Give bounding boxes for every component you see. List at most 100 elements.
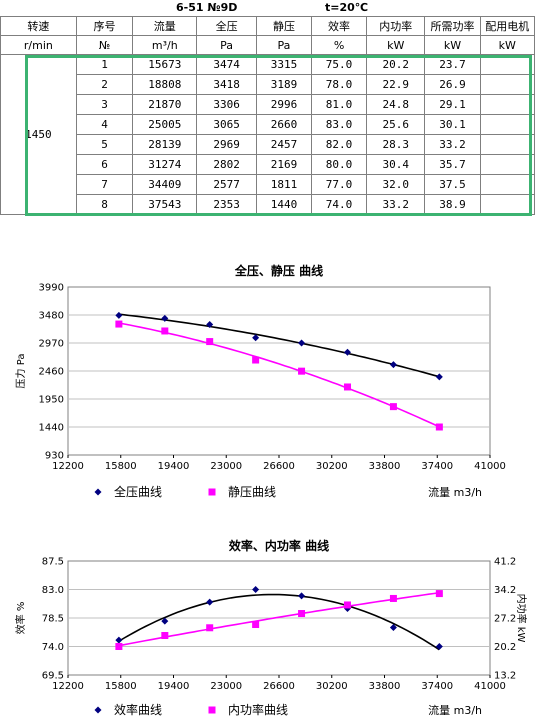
motor-cell (480, 75, 534, 95)
col-header: 静压 (256, 17, 311, 36)
table-row: 5 28139 2969 2457 82.0 28.3 33.2 (1, 135, 535, 155)
temperature-label: t=20℃ (325, 1, 368, 14)
efficiency-legend-marker (209, 707, 216, 714)
pressure-x-tick-label: 12200 (52, 461, 84, 472)
efficiency-y2-tick-label: 13.2 (494, 671, 516, 682)
efficiency-x-tick-label: 19400 (158, 681, 190, 692)
efficiency-point-s2 (436, 590, 443, 597)
req-cell: 33.2 (425, 135, 480, 155)
static-cell: 3189 (256, 75, 311, 95)
row-number-cell: 8 (76, 195, 133, 215)
efficiency-y-tick-label: 74.0 (42, 642, 64, 653)
req-cell: 35.7 (425, 155, 480, 175)
pressure-chart: 全压、静压 曲线 930 1440 1950 2460 2970 3480 3990 12200… (0, 258, 535, 498)
unit-header: kW (480, 36, 534, 55)
static-cell: 1440 (256, 195, 311, 215)
efficiency-y-axis-label: 效率 % (14, 602, 27, 635)
efficiency-power-chart: 效率、内功率 曲线 69.5 74.0 78.5 83.0 87.5 12200 15800 1… (0, 538, 535, 725)
pressure-point-s2 (206, 338, 213, 345)
col-header: 配用电机 (480, 17, 534, 36)
performance-table: 转速 序号 流量 全压 静压 效率 内功率 所需功率 配用电机 r/min № … (0, 16, 535, 215)
speed-cell: 1450 (1, 55, 77, 215)
pressure-legend-label: 静压曲线 (228, 485, 276, 498)
pressure-x-tick-label: 37400 (421, 461, 453, 472)
efficiency-point-s2 (390, 595, 397, 602)
static-cell: 2996 (256, 95, 311, 115)
motor-cell (480, 55, 534, 75)
col-header: 流量 (133, 17, 197, 36)
pressure-point-s2 (344, 383, 351, 390)
req-cell: 26.9 (425, 75, 480, 95)
eff-cell: 75.0 (312, 55, 367, 75)
efficiency-x-tick-label: 26600 (263, 681, 295, 692)
eff-cell: 78.0 (312, 75, 367, 95)
row-number-cell: 1 (76, 55, 133, 75)
pressure-y-tick-label: 3990 (39, 283, 64, 294)
efficiency-y-tick-label: 87.5 (42, 557, 64, 568)
inner-cell: 20.2 (367, 55, 425, 75)
unit-header: r/min (1, 36, 77, 55)
efficiency-legend-marker (95, 707, 102, 714)
flow-cell: 15673 (133, 55, 197, 75)
row-number-cell: 2 (76, 75, 133, 95)
pressure-x-axis-label: 流量 m3/h (428, 485, 482, 498)
efficiency-y-tick-label: 69.5 (42, 671, 64, 682)
pressure-y-tick-label: 930 (45, 451, 64, 462)
unit-header: № (76, 36, 133, 55)
pressure-point-s2 (252, 357, 259, 364)
pressure-y-tick-label: 2970 (39, 339, 64, 350)
flow-cell: 21870 (133, 95, 197, 115)
row-number-cell: 6 (76, 155, 133, 175)
col-header: 序号 (76, 17, 133, 36)
static-cell: 2457 (256, 135, 311, 155)
static-cell: 2169 (256, 155, 311, 175)
efficiency-x-tick-label: 30200 (316, 681, 348, 692)
total-cell: 3306 (197, 95, 257, 115)
eff-cell: 83.0 (312, 115, 367, 135)
efficiency-x-tick-label: 37400 (421, 681, 453, 692)
motor-cell (480, 155, 534, 175)
flow-cell: 34409 (133, 175, 197, 195)
eff-cell: 82.0 (312, 135, 367, 155)
row-number-cell: 4 (76, 115, 133, 135)
table-row: 2 18808 3418 3189 78.0 22.9 26.9 (1, 75, 535, 95)
row-number-cell: 5 (76, 135, 133, 155)
efficiency-point-s2 (115, 643, 122, 650)
pressure-x-tick-label: 19400 (158, 461, 190, 472)
inner-cell: 30.4 (367, 155, 425, 175)
total-cell: 2353 (197, 195, 257, 215)
motor-cell (480, 175, 534, 195)
inner-cell: 24.8 (367, 95, 425, 115)
efficiency-legend-label: 效率曲线 (114, 702, 162, 717)
static-cell: 2660 (256, 115, 311, 135)
efficiency-point-s2 (161, 632, 168, 639)
column-header-row: 转速 序号 流量 全压 静压 效率 内功率 所需功率 配用电机 (1, 17, 535, 36)
col-header: 转速 (1, 17, 77, 36)
table-row: 3 21870 3306 2996 81.0 24.8 29.1 (1, 95, 535, 115)
pressure-x-tick-label: 15800 (105, 461, 137, 472)
req-cell: 29.1 (425, 95, 480, 115)
table-row: 6 31274 2802 2169 80.0 30.4 35.7 (1, 155, 535, 175)
pressure-y-tick-label: 1440 (39, 423, 64, 434)
table-row: 7 34409 2577 1811 77.0 32.0 37.5 (1, 175, 535, 195)
efficiency-legend-label: 内功率曲线 (228, 702, 288, 717)
req-cell: 38.9 (425, 195, 480, 215)
inner-cell: 22.9 (367, 75, 425, 95)
flow-cell: 31274 (133, 155, 197, 175)
flow-cell: 37543 (133, 195, 197, 215)
pressure-legend-marker (95, 489, 102, 496)
efficiency-x-tick-label: 41000 (474, 681, 506, 692)
pressure-x-tick-label: 26600 (263, 461, 295, 472)
unit-header: m³/h (133, 36, 197, 55)
efficiency-y2-tick-label: 41.2 (494, 557, 516, 568)
motor-cell (480, 95, 534, 115)
model-label: 6-51 №9D (176, 1, 237, 14)
pressure-legend-label: 全压曲线 (114, 484, 162, 498)
flow-cell: 25005 (133, 115, 197, 135)
pressure-x-tick-label: 23000 (210, 461, 242, 472)
row-number-cell: 3 (76, 95, 133, 115)
flow-cell: 28139 (133, 135, 197, 155)
flow-cell: 18808 (133, 75, 197, 95)
unit-header-row: r/min № m³/h Pa Pa % kW kW kW (1, 36, 535, 55)
motor-cell (480, 195, 534, 215)
